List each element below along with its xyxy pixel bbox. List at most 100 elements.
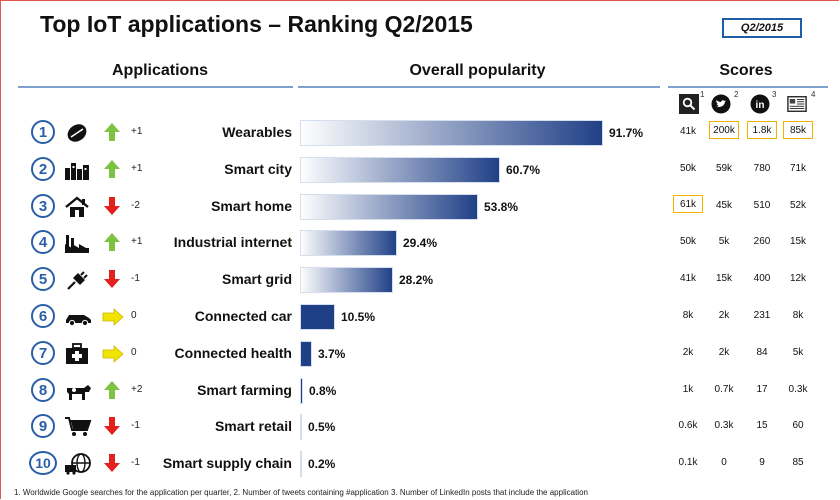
score-linkedin: 9 [759, 457, 765, 468]
city-icon [64, 159, 90, 181]
application-name: Connected health [174, 345, 292, 361]
score-twitter: 5k [718, 236, 730, 247]
popularity-bar [300, 378, 303, 404]
table-row: 8 +2 Smart farming 0.8% 1k 0.7k 17 0.3k [0, 374, 840, 410]
trend-up-arrow-icon [103, 232, 121, 252]
application-name: Smart city [224, 161, 292, 177]
rank-change: 0 [131, 310, 137, 321]
rugby-ball-icon [64, 122, 90, 144]
note-4: 4 [811, 90, 816, 99]
popularity-value: 60.7% [506, 163, 541, 177]
score-linkedin: 84 [756, 347, 768, 358]
popularity-value: 28.2% [399, 273, 434, 287]
applications-divider [18, 86, 293, 88]
popularity-value: 29.4% [403, 236, 438, 250]
popularity-bar [300, 341, 312, 367]
trend-down-arrow-icon [103, 269, 121, 289]
popularity-bar [300, 230, 397, 256]
table-row: 7 0 Connected health 3.7% 2k 2k 84 5k [0, 337, 840, 373]
score-news: 60 [792, 420, 804, 431]
score-news: 85 [792, 457, 804, 468]
popularity-bar [300, 120, 603, 146]
score-news: 12k [789, 273, 807, 284]
popularity-value: 10.5% [341, 310, 376, 324]
table-row: 9 -1 Smart retail 0.5% 0.6k 0.3k 15 60 [0, 410, 840, 446]
linkedin-icon: in [750, 94, 770, 114]
score-search: 2k [682, 347, 694, 358]
score-twitter: 59k [715, 163, 733, 174]
trend-down-arrow-icon [103, 416, 121, 436]
application-name: Industrial internet [173, 234, 292, 250]
score-news: 71k [789, 163, 807, 174]
trend-down-arrow-icon [103, 196, 121, 216]
cow-icon [64, 380, 91, 402]
table-row: 10 -1 Smart supply chain 0.2% 0.1k 0 9 85 [0, 447, 840, 483]
score-linkedin: 780 [753, 163, 771, 174]
table-row: 1 +1 Wearables 91.7% 41k 200k 1.8k 85k [0, 116, 840, 152]
rank-circle: 1 [31, 120, 55, 144]
page-title: Top IoT applications – Ranking Q2/2015 [40, 11, 473, 37]
rank-circle: 8 [31, 378, 55, 402]
application-name: Wearables [222, 124, 292, 140]
score-linkedin: 15 [756, 420, 768, 431]
trend-down-arrow-icon [103, 453, 121, 473]
score-search: 50k [679, 163, 697, 174]
score-search: 50k [679, 236, 697, 247]
application-name: Smart grid [221, 271, 292, 287]
table-row: 6 0 Connected car 10.5% 8k 2k 231 8k [0, 300, 840, 336]
footnote: 1. Worldwide Google searches for the app… [14, 488, 588, 497]
rank-circle: 4 [31, 230, 55, 254]
popularity-bar [300, 194, 478, 220]
truck-globe-icon [64, 453, 91, 475]
rank-change: +2 [131, 384, 143, 395]
popularity-value: 0.2% [308, 457, 336, 471]
popularity-bar [300, 157, 500, 183]
score-twitter: 200k [709, 121, 739, 139]
applications-header: Applications [111, 62, 208, 79]
score-linkedin: 17 [756, 384, 768, 395]
popularity-bar [300, 304, 335, 330]
table-row: 3 -2 Smart home 53.8% 61k 45k 510 52k [0, 190, 840, 226]
popularity-header: Overall popularity [409, 62, 546, 79]
trend-up-arrow-icon [103, 159, 121, 179]
score-news: 85k [783, 121, 813, 139]
popularity-value: 53.8% [484, 200, 519, 214]
score-news: 15k [789, 236, 807, 247]
score-twitter: 2k [718, 310, 730, 321]
score-linkedin: 510 [753, 200, 771, 211]
trend-neutral-arrow-icon [102, 308, 124, 328]
score-twitter: 15k [715, 273, 733, 284]
scores-header: Scores [719, 62, 773, 79]
score-linkedin: 400 [753, 273, 771, 284]
application-name: Smart farming [197, 382, 292, 398]
popularity-value: 0.8% [309, 384, 337, 398]
score-search: 1k [682, 384, 694, 395]
note-2: 2 [734, 90, 739, 99]
rank-circle: 10 [29, 451, 57, 475]
rank-circle: 9 [31, 414, 55, 438]
popularity-divider [298, 86, 660, 88]
rank-circle: 7 [31, 341, 55, 365]
score-linkedin: 260 [753, 236, 771, 247]
score-news: 5k [792, 347, 804, 358]
note-1: 1 [700, 90, 705, 99]
rank-change: +1 [131, 163, 143, 174]
twitter-icon [711, 94, 731, 114]
trend-up-arrow-icon [103, 380, 121, 400]
rank-change: +1 [131, 126, 143, 137]
score-search: 8k [682, 310, 694, 321]
search-icon [679, 94, 699, 114]
factory-icon [64, 232, 90, 254]
rank-circle: 5 [31, 267, 55, 291]
application-name: Smart retail [214, 418, 292, 434]
table-row: 4 +1 Industrial internet 29.4% 50k 5k 260 15k [0, 226, 840, 262]
rank-circle: 6 [31, 304, 55, 328]
rank-change: -2 [131, 200, 140, 211]
plug-icon [64, 269, 90, 291]
score-linkedin: 231 [753, 310, 771, 321]
score-twitter: 0 [721, 457, 727, 468]
popularity-value: 3.7% [318, 347, 346, 361]
rank-change: -1 [131, 457, 140, 468]
rank-change: -1 [131, 273, 140, 284]
